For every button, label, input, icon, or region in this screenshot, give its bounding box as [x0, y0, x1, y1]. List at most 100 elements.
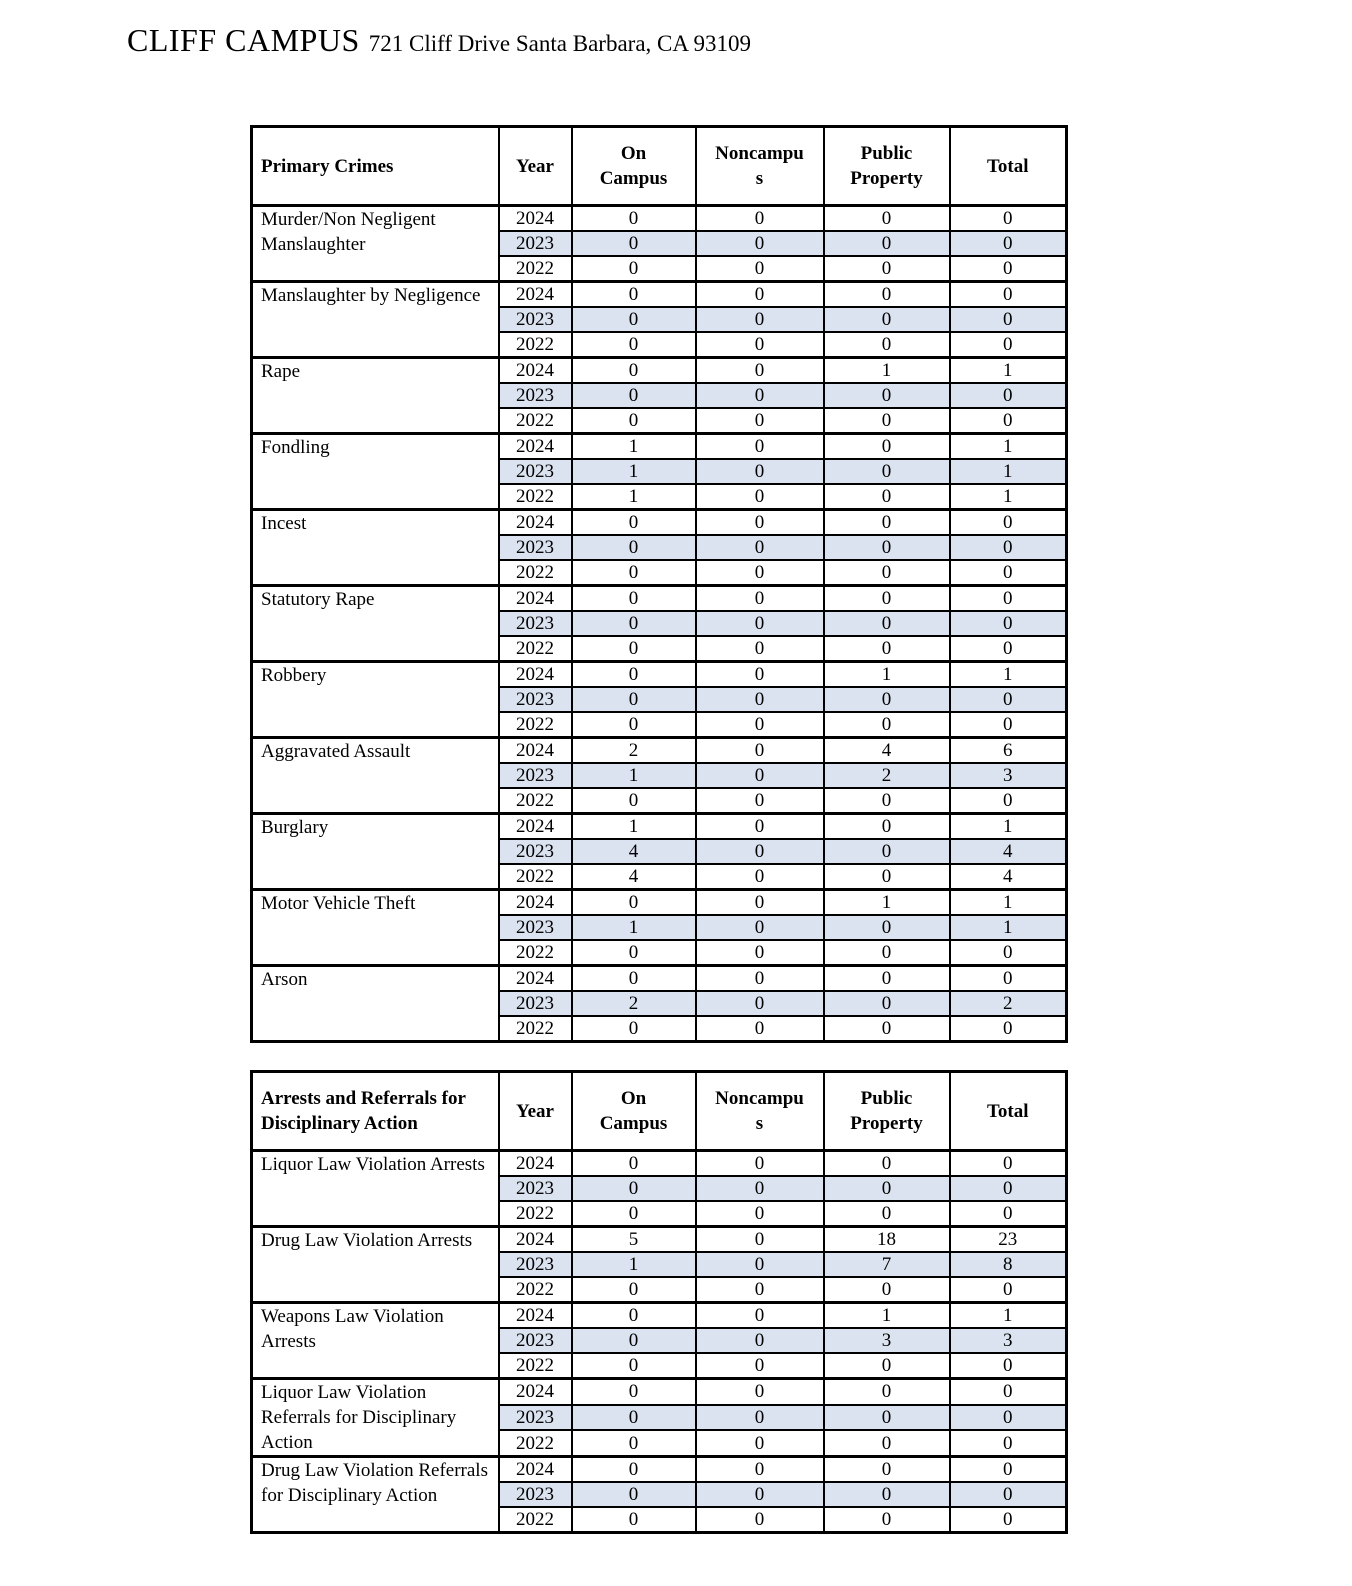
value-cell-total: 0 [948, 787, 1068, 815]
value-cell-public-property: 0 [822, 306, 951, 333]
year-cell: 2022 [497, 711, 573, 739]
value-cell-total: 1 [948, 483, 1068, 511]
column-header-arrests-referrals-label: Arrests and Referrals for Disciplinary A… [261, 1088, 466, 1134]
value-cell-total: 1 [948, 888, 1068, 916]
value-cell-noncampus: 0 [694, 736, 825, 764]
value-cell-noncampus: 0 [694, 534, 825, 561]
value-cell-total: 0 [948, 1352, 1068, 1380]
value-cell-public-property: 1 [822, 356, 951, 384]
year-cell: 2024 [497, 356, 573, 384]
table-row: 2022 0 0 0 0 [252, 787, 1068, 815]
column-header-total: Total [948, 125, 1068, 207]
page-title: CLIFF CAMPUS 721 Cliff Drive Santa Barbar… [0, 0, 1352, 59]
value-cell-public-property: 1 [822, 888, 951, 916]
value-cell-noncampus: 0 [694, 1376, 825, 1406]
value-cell-public-property: 0 [822, 686, 951, 713]
value-cell-total: 3 [948, 762, 1068, 789]
value-cell-noncampus: 0 [694, 635, 825, 663]
value-cell-total: 0 [948, 230, 1068, 257]
table-row: 2022 0 0 0 0 [252, 1200, 1068, 1228]
year-cell: 2023 [497, 1327, 573, 1354]
table-row: 2022 0 0 0 0 [252, 331, 1068, 359]
table-row: 2023 0 0 0 0 [252, 382, 1068, 409]
value-cell-on-campus: 0 [570, 356, 697, 384]
table-row: Liquor Law Violation Arrests 2024 0 0 0 0 [250, 1149, 1068, 1228]
value-cell-total: 0 [948, 534, 1068, 561]
value-cell-on-campus: 0 [570, 1481, 697, 1508]
year-cell: 2024 [497, 660, 573, 688]
category-name-cell: Drug Law Violation Arrests [250, 1225, 500, 1304]
year-cell: 2023 [497, 230, 573, 257]
value-cell-noncampus: 0 [694, 1429, 825, 1458]
value-cell-total: 1 [948, 356, 1068, 384]
category-name-cell: Weapons Law Violation Arrests [250, 1301, 500, 1380]
table-row: 2023 0 0 0 0 [252, 610, 1068, 637]
table-row: 2022 0 0 0 0 [252, 1506, 1068, 1534]
table-row: Drug Law Violation Arrests 2024 5 0 18 23 [250, 1225, 1068, 1304]
column-header-total-label: Total [986, 1101, 1029, 1123]
category-name-cell: Arson [250, 964, 500, 1043]
value-cell-on-campus: 1 [570, 812, 697, 840]
value-cell-on-campus: 0 [570, 382, 697, 409]
value-cell-public-property: 0 [822, 1149, 951, 1177]
value-cell-total: 0 [948, 559, 1068, 587]
year-cell: 2024 [497, 1455, 573, 1483]
table-row: 2023 1 0 7 8 [252, 1251, 1068, 1278]
value-cell-on-campus: 0 [570, 1376, 697, 1406]
value-cell-noncampus: 0 [694, 1327, 825, 1354]
value-cell-total: 0 [948, 255, 1068, 283]
table-row: 2023 1 0 0 1 [252, 914, 1068, 941]
year-cell: 2023 [497, 838, 573, 865]
table-row: 2023 0 0 0 0 [252, 686, 1068, 713]
value-cell-noncampus: 0 [694, 508, 825, 536]
value-cell-noncampus: 0 [694, 432, 825, 460]
year-cell: 2024 [497, 812, 573, 840]
year-cell: 2023 [497, 534, 573, 561]
column-header-on-campus-label: On Campus [599, 1088, 668, 1134]
value-cell-on-campus: 0 [570, 230, 697, 257]
value-cell-total: 0 [948, 1455, 1068, 1483]
value-cell-on-campus: 0 [570, 888, 697, 916]
value-cell-public-property: 7 [822, 1251, 951, 1278]
year-cell: 2023 [497, 1175, 573, 1202]
value-cell-on-campus: 4 [570, 863, 697, 891]
value-cell-public-property: 0 [822, 255, 951, 283]
value-cell-public-property: 0 [822, 1403, 951, 1432]
value-cell-on-campus: 2 [570, 990, 697, 1017]
value-cell-public-property: 0 [822, 1200, 951, 1228]
category-name-cell: Burglary [250, 812, 500, 891]
table-row: Rape 2024 0 0 1 1 [250, 356, 1068, 435]
value-cell-on-campus: 0 [570, 1149, 697, 1177]
value-cell-noncampus: 0 [694, 812, 825, 840]
table-row: Statutory Rape 2024 0 0 0 0 [250, 584, 1068, 663]
value-cell-on-campus: 0 [570, 1327, 697, 1354]
value-cell-public-property: 0 [822, 1455, 951, 1483]
value-cell-total: 1 [948, 432, 1068, 460]
value-cell-public-property: 0 [822, 939, 951, 967]
year-cell: 2023 [497, 458, 573, 485]
value-cell-noncampus: 0 [694, 1276, 825, 1304]
year-cell: 2024 [497, 432, 573, 460]
table-row: Arson 2024 0 0 0 0 [250, 964, 1068, 1043]
value-cell-on-campus: 0 [570, 1301, 697, 1329]
column-header-primary-crimes: Primary Crimes [250, 125, 500, 207]
column-header-noncampus-label: Noncampus [715, 1088, 804, 1134]
table-row: 2023 1 0 2 3 [252, 762, 1068, 789]
year-cell: 2023 [497, 306, 573, 333]
value-cell-public-property: 0 [822, 610, 951, 637]
value-cell-public-property: 0 [822, 1506, 951, 1534]
value-cell-public-property: 0 [822, 635, 951, 663]
value-cell-on-campus: 1 [570, 914, 697, 941]
column-header-year: Year [497, 1070, 573, 1152]
table-row: 2023 0 0 0 0 [252, 534, 1068, 561]
column-header-year: Year [497, 125, 573, 207]
column-header-noncampus: Noncampus [694, 125, 825, 207]
value-cell-total: 0 [948, 204, 1068, 232]
value-cell-total: 8 [948, 1251, 1068, 1278]
column-header-public-property-label: Public Property [850, 143, 923, 189]
table-row: 2022 0 0 0 0 [252, 255, 1068, 283]
value-cell-noncampus: 0 [694, 1455, 825, 1483]
year-cell: 2022 [497, 559, 573, 587]
value-cell-noncampus: 0 [694, 787, 825, 815]
table-row: 2023 0 0 0 0 [252, 306, 1068, 333]
